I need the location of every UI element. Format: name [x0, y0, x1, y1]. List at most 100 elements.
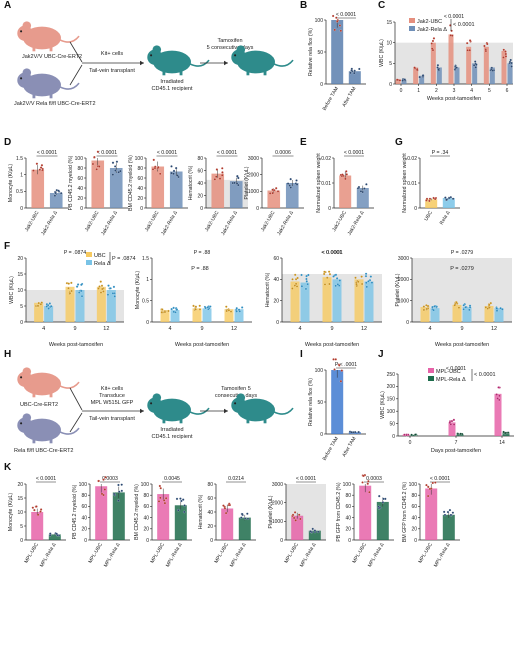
data-point	[457, 306, 461, 309]
bar	[291, 515, 304, 540]
data-point	[31, 506, 35, 509]
data-point	[422, 305, 426, 308]
legend-label: Jak2-Rela Δ	[417, 27, 447, 33]
data-point	[334, 358, 337, 361]
data-point	[345, 170, 348, 173]
y-tick-label: 3000	[272, 482, 283, 488]
data-point	[198, 304, 201, 307]
data-point	[426, 494, 430, 498]
y-tick-label: 10	[17, 288, 23, 294]
data-point	[370, 281, 374, 284]
bar	[430, 42, 436, 84]
data-point	[381, 501, 385, 504]
bar	[151, 166, 165, 208]
data-point	[506, 431, 510, 434]
h-recipient-1: Irradiated	[160, 427, 183, 433]
data-point	[338, 279, 342, 282]
y-tick-label: 40	[77, 186, 83, 192]
data-point	[176, 174, 179, 177]
mouse-eye	[20, 30, 23, 33]
bar	[331, 20, 344, 84]
x-tick-label: MPL-Rela Δ	[229, 541, 248, 568]
x-tick-label: MPL-UBC	[417, 542, 434, 565]
data-point	[233, 181, 236, 185]
data-point	[163, 310, 167, 314]
panel-letter-A: A	[4, 0, 11, 11]
x-tick-label: 1	[417, 88, 420, 94]
data-point	[151, 168, 155, 171]
data-point	[307, 273, 310, 277]
mouse-ear	[152, 45, 162, 54]
data-point	[297, 513, 301, 517]
data-point	[509, 58, 512, 62]
data-point	[428, 199, 431, 203]
p-value: < 0.0001	[37, 150, 57, 156]
data-point	[161, 308, 164, 311]
data-point	[335, 16, 338, 19]
y-tick-label: 60	[207, 496, 213, 502]
x-tick-label: Jak2-Rela Δ	[220, 209, 239, 236]
bar	[466, 46, 472, 84]
x-tick-label: Rela Δ	[439, 209, 452, 226]
y-tick-label: 100	[141, 482, 150, 488]
chart-F4: 0 1000 2000 3000 Platelet (K/μL) P = .0279 4 9 1…	[395, 250, 512, 332]
data-point	[118, 490, 121, 493]
h-transfer-2: Transduce	[99, 393, 125, 399]
data-point	[332, 275, 335, 278]
y-axis-label: BM CD45.2 myeloid (%)	[134, 484, 140, 540]
data-point	[504, 50, 507, 53]
x-tick-label: 12	[491, 326, 497, 332]
y-tick-label: 2000	[272, 500, 283, 506]
bar	[494, 308, 504, 322]
data-point	[153, 166, 157, 170]
data-point	[172, 172, 175, 175]
x-tick-label: MPL-Rela Δ	[103, 541, 122, 568]
mouse-eye	[150, 54, 153, 57]
data-point	[422, 308, 426, 312]
data-point	[235, 307, 238, 310]
data-point	[364, 272, 368, 276]
bar	[502, 432, 510, 436]
y-tick-label: 0	[389, 82, 392, 88]
y-tick-label: 80	[77, 166, 83, 172]
data-point	[91, 162, 95, 166]
data-point	[437, 68, 440, 71]
data-point	[488, 306, 491, 309]
y-tick-label: 0	[320, 432, 323, 438]
p-value: 0.0045	[164, 476, 180, 482]
bar	[65, 286, 75, 322]
y-tick-label: 2000	[248, 172, 259, 178]
y-tick-label: 0	[280, 538, 283, 544]
bar	[332, 279, 342, 322]
data-point	[491, 69, 494, 72]
data-point	[96, 150, 100, 153]
data-point	[106, 293, 110, 296]
data-point	[495, 309, 499, 312]
data-point	[39, 510, 42, 513]
x-tick-label: After TAM	[341, 436, 357, 458]
data-point	[453, 304, 456, 307]
bar	[507, 63, 513, 84]
data-point	[162, 499, 166, 502]
y-tick-label: 20	[77, 196, 83, 202]
x-tick-label: 6	[506, 88, 509, 94]
data-point	[117, 171, 120, 174]
data-point	[468, 308, 471, 312]
arrow-tamoxifen-h-head	[224, 408, 228, 414]
data-point	[425, 307, 428, 311]
data-point	[167, 309, 170, 313]
tamoxifen-label-1: Tamoxifen	[217, 38, 242, 44]
data-point	[183, 510, 186, 514]
y-tick-label: 3000	[398, 256, 409, 262]
y-tick-label: 1.5	[142, 256, 149, 262]
y-tick-label: 10	[17, 510, 23, 516]
data-point	[102, 478, 105, 481]
arrow-transplant-a-head	[140, 60, 144, 66]
y-tick-label: 20	[207, 524, 213, 530]
bar	[420, 307, 430, 322]
y-tick-label: 0	[414, 538, 417, 544]
h-donor-label-2: Rela fl/fl UBC-Cre-ERT2	[14, 448, 74, 454]
